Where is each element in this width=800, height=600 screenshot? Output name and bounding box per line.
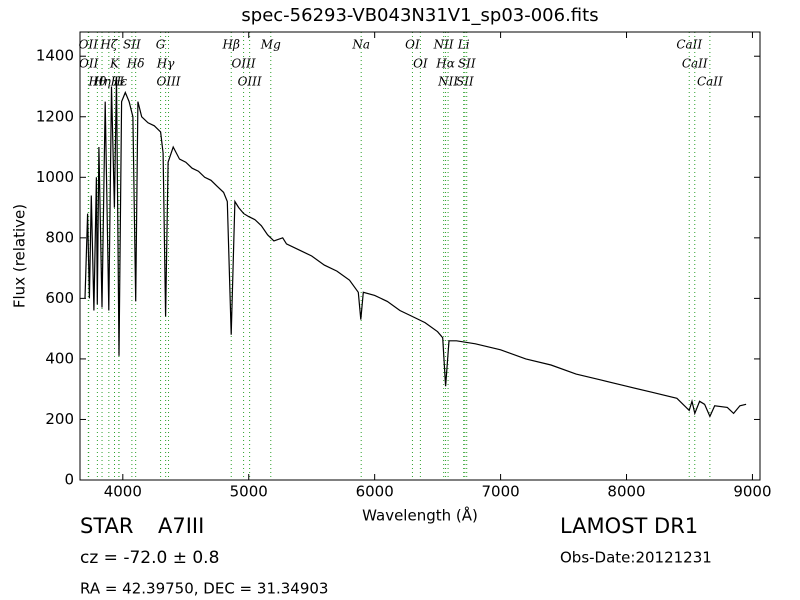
y-tick-label: 800 — [45, 228, 74, 246]
line-label: OII — [79, 57, 99, 71]
line-label: Mg — [260, 38, 281, 52]
x-tick-label: 4000 — [104, 483, 142, 501]
redshift: cz = -72.0 ± 0.8 — [80, 548, 219, 568]
line-label: OIII — [156, 75, 180, 89]
line-label: OI — [405, 38, 420, 52]
line-label: Hα — [435, 57, 455, 71]
x-tick-label: 7000 — [481, 483, 519, 501]
line-label: OI — [413, 57, 428, 71]
line-label: G — [156, 38, 166, 52]
line-label: OIII — [232, 57, 256, 71]
y-tick-label: 200 — [45, 410, 74, 428]
line-label: SII — [458, 57, 476, 71]
x-tick-label: 6000 — [356, 483, 394, 501]
line-label: Li — [457, 38, 470, 52]
x-tick-label: 8000 — [607, 483, 645, 501]
line-label: K — [109, 57, 120, 71]
line-label: OIII — [238, 75, 262, 89]
line-label: SII — [123, 38, 141, 52]
y-tick-label: 400 — [45, 349, 74, 367]
y-tick-label: 1000 — [36, 168, 74, 186]
line-label: Hζ — [99, 38, 118, 52]
subclass: A7III — [158, 514, 204, 538]
x-axis-label: Wavelength (Å) — [362, 506, 478, 525]
spectrum-line — [84, 77, 747, 418]
y-tick-label: 600 — [45, 289, 74, 307]
line-label: Hδ — [126, 57, 145, 71]
line-label: H — [113, 75, 125, 89]
plot-frame — [79, 31, 761, 481]
survey: LAMOST DR1 — [560, 514, 698, 538]
object-class: STAR — [80, 514, 133, 538]
coords: RA = 42.39750, DEC = 31.34903 — [80, 580, 328, 598]
obs-date: Obs-Date:20121231 — [560, 549, 712, 567]
line-label: CaII — [682, 57, 708, 71]
line-label: Hβ — [222, 38, 240, 52]
y-axis-label: Flux (relative) — [11, 204, 29, 308]
chart-title: spec-56293-VB043N31V1_sp03-006.fits — [241, 5, 598, 26]
line-label: CaII — [697, 75, 723, 89]
line-label: Hγ — [156, 57, 175, 71]
y-tick-label: 1200 — [36, 107, 74, 125]
y-tick-label: 0 — [64, 471, 74, 489]
line-label: Hε — [110, 75, 128, 89]
x-tick-label: 5000 — [230, 483, 268, 501]
line-label: Na — [351, 38, 370, 52]
x-tick-label: 9000 — [733, 483, 771, 501]
line-label: SII — [456, 75, 474, 89]
line-label: NII — [433, 38, 454, 52]
y-tick-label: 1400 — [36, 47, 74, 65]
line-label: NII — [437, 75, 458, 89]
line-label: Hη — [92, 75, 111, 89]
line-label: CaII — [676, 38, 702, 52]
